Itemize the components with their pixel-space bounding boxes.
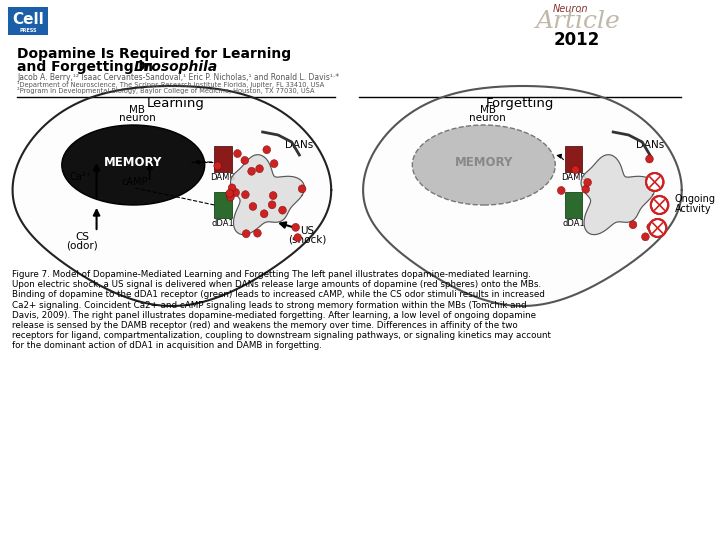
Text: receptors for ligand, compartmentalization, coupling to downstream signaling pat: receptors for ligand, compartmentalizati… bbox=[12, 331, 551, 340]
Circle shape bbox=[651, 196, 668, 214]
Text: neuron: neuron bbox=[119, 113, 156, 123]
Circle shape bbox=[298, 185, 306, 193]
Text: cAMP: cAMP bbox=[122, 177, 148, 187]
Circle shape bbox=[557, 186, 565, 194]
Text: DANs: DANs bbox=[285, 140, 313, 150]
Text: Binding of dopamine to the dDA1 receptor (green) leads to increased cAMP, while : Binding of dopamine to the dDA1 receptor… bbox=[12, 291, 544, 299]
Ellipse shape bbox=[413, 125, 555, 205]
Circle shape bbox=[261, 210, 268, 218]
Text: DAMB: DAMB bbox=[210, 172, 235, 181]
Text: CS: CS bbox=[75, 232, 89, 242]
Circle shape bbox=[572, 166, 580, 174]
Circle shape bbox=[256, 165, 264, 173]
Circle shape bbox=[279, 206, 287, 214]
Text: Upon electric shock, a US signal is delivered when DANs release large amounts of: Upon electric shock, a US signal is deli… bbox=[12, 280, 541, 289]
Circle shape bbox=[269, 192, 277, 200]
Circle shape bbox=[226, 190, 233, 198]
Circle shape bbox=[263, 146, 271, 154]
Circle shape bbox=[253, 229, 261, 237]
Polygon shape bbox=[12, 86, 331, 306]
Circle shape bbox=[629, 221, 637, 229]
Bar bbox=[565, 146, 582, 172]
Circle shape bbox=[227, 193, 235, 201]
Circle shape bbox=[234, 150, 241, 158]
Text: Ca²⁺: Ca²⁺ bbox=[69, 172, 91, 182]
Text: dDA1: dDA1 bbox=[562, 219, 585, 227]
Text: neuron: neuron bbox=[469, 113, 506, 123]
Text: Learning: Learning bbox=[147, 97, 204, 110]
Polygon shape bbox=[363, 86, 682, 306]
Text: Forgetting: Forgetting bbox=[485, 97, 554, 110]
Text: Neuron: Neuron bbox=[552, 4, 588, 14]
Circle shape bbox=[642, 233, 649, 241]
Text: Ongoing: Ongoing bbox=[675, 194, 716, 204]
Circle shape bbox=[292, 224, 300, 231]
Circle shape bbox=[584, 178, 592, 186]
Text: Davis, 2009). The right panel illustrates dopamine-mediated forgetting. After le: Davis, 2009). The right panel illustrate… bbox=[12, 311, 536, 320]
Text: Jacob A. Berry,¹² Isaac Cervantes-Sandoval,¹ Eric P. Nicholas,¹ and Ronald L. Da: Jacob A. Berry,¹² Isaac Cervantes-Sandov… bbox=[17, 73, 340, 83]
Circle shape bbox=[270, 160, 278, 167]
Text: Cell: Cell bbox=[12, 11, 44, 26]
Circle shape bbox=[241, 191, 249, 199]
Polygon shape bbox=[230, 154, 305, 234]
Text: Drosophila: Drosophila bbox=[133, 60, 217, 74]
Circle shape bbox=[232, 188, 240, 197]
Text: Figure 7. Model of Dopamine-Mediated Learning and Forgetting The left panel illu: Figure 7. Model of Dopamine-Mediated Lea… bbox=[12, 270, 531, 279]
Text: Activity: Activity bbox=[675, 204, 711, 214]
Text: Ca2+ signaling. Coincident Ca2+ and cAMP signaling leads to strong memory format: Ca2+ signaling. Coincident Ca2+ and cAMP… bbox=[12, 301, 526, 309]
Bar bbox=[565, 192, 582, 218]
Bar bbox=[215, 146, 232, 172]
Text: release is sensed by the DAMB receptor (red) and weakens the memory over time. D: release is sensed by the DAMB receptor (… bbox=[12, 321, 518, 330]
Text: Dopamine Is Required for Learning: Dopamine Is Required for Learning bbox=[17, 47, 292, 61]
Text: (shock): (shock) bbox=[288, 235, 326, 245]
Text: (odor): (odor) bbox=[66, 241, 98, 251]
Circle shape bbox=[646, 173, 663, 191]
Circle shape bbox=[228, 184, 236, 192]
Circle shape bbox=[294, 234, 302, 241]
Text: MEMORY: MEMORY bbox=[454, 157, 513, 170]
Bar bbox=[215, 192, 232, 218]
Circle shape bbox=[243, 230, 250, 238]
Circle shape bbox=[241, 157, 248, 164]
Ellipse shape bbox=[62, 125, 204, 205]
Circle shape bbox=[649, 219, 666, 237]
Circle shape bbox=[269, 201, 276, 209]
Circle shape bbox=[647, 223, 654, 231]
Text: MB: MB bbox=[480, 105, 495, 115]
Text: US: US bbox=[300, 226, 314, 236]
Text: MB: MB bbox=[129, 105, 145, 115]
Text: ²Program in Developmental Biology, Baylor College of Medicine, Houston, TX 77030: ²Program in Developmental Biology, Baylo… bbox=[17, 87, 315, 94]
Text: DANs: DANs bbox=[636, 140, 664, 150]
Circle shape bbox=[582, 185, 590, 193]
Text: 2012: 2012 bbox=[554, 31, 600, 49]
Text: MEMORY: MEMORY bbox=[104, 157, 163, 170]
Text: ¹Department of Neuroscience, The Scripps Research Institute Florida, Jupiter, FL: ¹Department of Neuroscience, The Scripps… bbox=[17, 82, 325, 89]
Text: Article: Article bbox=[536, 10, 621, 33]
Circle shape bbox=[214, 162, 222, 170]
Circle shape bbox=[248, 167, 256, 176]
Text: PRESS: PRESS bbox=[19, 28, 37, 32]
FancyBboxPatch shape bbox=[8, 7, 48, 35]
Polygon shape bbox=[581, 154, 655, 234]
Text: and Forgetting in: and Forgetting in bbox=[17, 60, 158, 74]
Text: for the dominant action of dDA1 in acquisition and DAMB in forgetting.: for the dominant action of dDA1 in acqui… bbox=[12, 341, 321, 350]
Text: DAMB: DAMB bbox=[561, 172, 586, 181]
Circle shape bbox=[249, 202, 257, 211]
Text: dDA1: dDA1 bbox=[212, 219, 235, 227]
Circle shape bbox=[646, 155, 653, 163]
